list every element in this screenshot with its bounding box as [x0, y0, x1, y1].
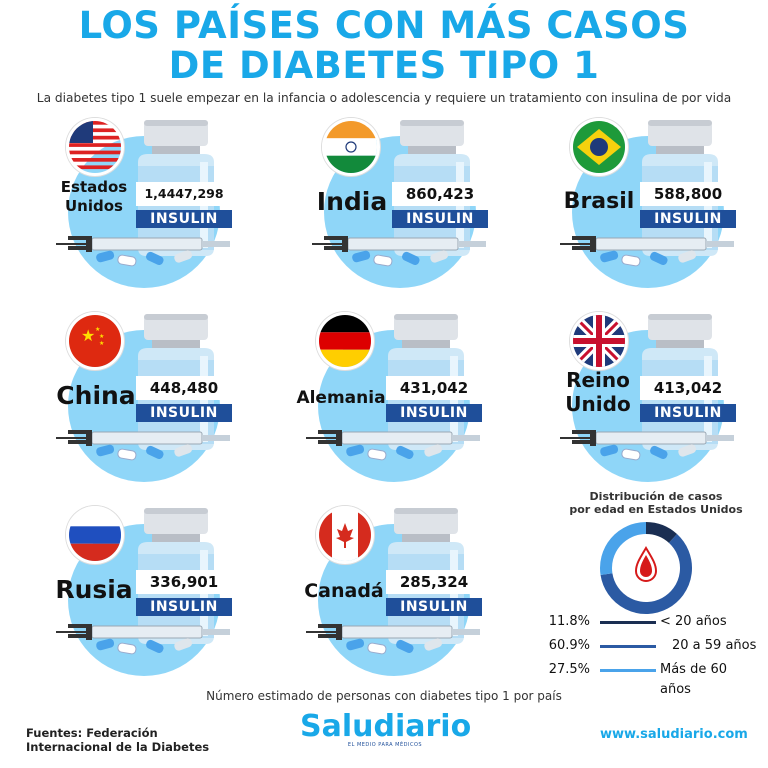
country-card-7: Canadá 285,324 INSULIN	[304, 504, 526, 676]
case-count: 285,324	[386, 570, 482, 594]
country-name-line-1: Brasil	[563, 189, 635, 214]
legend-swatch	[600, 645, 656, 648]
case-count: 336,901	[136, 570, 232, 594]
syringe-icon	[56, 624, 230, 655]
blood-drop-icon	[634, 546, 658, 582]
canada-flag-icon	[316, 506, 374, 564]
title-line-1: LOS PAÍSES CON MÁS CASOS	[78, 4, 690, 47]
country-name: Rusia	[54, 576, 134, 604]
uk-flag-icon	[570, 312, 628, 370]
insulin-label: INSULIN	[386, 404, 482, 422]
country-name-line-1: Alemania	[296, 388, 386, 408]
usa-flag-icon	[66, 118, 124, 176]
country-card-0: Estados Unidos 1,4447,298 INSULIN	[54, 116, 276, 288]
country-name-line-1: Reino	[566, 368, 630, 392]
donut-slice-0	[645, 522, 678, 544]
insulin-label: INSULIN	[640, 404, 736, 422]
legend-row-2: 27.5% Más de 60 años	[520, 660, 760, 697]
legend-label: Más de 60 años	[660, 662, 728, 697]
country-name: Estados Unidos	[54, 178, 134, 216]
insulin-label: INSULIN	[386, 598, 482, 616]
subtitle: La diabetes tipo 1 suele empezar en la i…	[36, 91, 732, 105]
syringe-icon	[560, 236, 734, 267]
russia-flag-icon	[66, 506, 124, 564]
legend-row-1: 60.9% 20 a 59 años	[520, 636, 760, 656]
sources-line-2: Internacional de la Diabetes	[26, 740, 210, 754]
case-count: 413,042	[640, 376, 736, 400]
germany-flag-icon	[316, 312, 374, 370]
syringe-icon	[312, 236, 486, 267]
donut-title: Distribución de casos por edad en Estado…	[566, 490, 746, 516]
country-name: Alemania	[296, 386, 386, 410]
insulin-label: INSULIN	[136, 210, 232, 228]
country-name-line-2: Unidos	[65, 197, 123, 215]
donut-title-line-2: por edad en Estados Unidos	[569, 503, 743, 516]
sources: Fuentes: Federación Internacional de la …	[26, 726, 209, 754]
svg-text:★: ★	[99, 333, 104, 340]
country-name-line-1: Estados	[60, 178, 128, 196]
insulin-label: INSULIN	[136, 598, 232, 616]
country-name: China	[56, 382, 136, 410]
legend-row-0: 11.8% < 20 años	[520, 612, 760, 632]
country-name-line-1: China	[56, 381, 136, 410]
country-card-3: ★ ★ ★ ★ China 448,480 INSULIN	[56, 310, 276, 482]
country-card-2: Brasil 588,800 INSULIN	[560, 116, 768, 288]
footer-note: Número estimado de personas con diabetes…	[206, 689, 562, 703]
legend-label: 20 a 59 años	[672, 638, 757, 653]
case-count: 1,4447,298	[136, 182, 232, 206]
insulin-bottle-icon	[388, 508, 464, 644]
legend-percent: 11.8%	[548, 614, 590, 629]
blood-drop-inner-icon	[640, 555, 652, 577]
insulin-label: INSULIN	[392, 210, 488, 228]
china-flag-icon: ★ ★ ★ ★	[66, 312, 124, 370]
country-name: India	[312, 188, 392, 216]
donut-slice-2	[600, 522, 647, 576]
brazil-flag-icon	[570, 118, 628, 176]
legend-percent: 60.9%	[548, 638, 590, 653]
title-line-2: DE DIABETES TIPO 1	[168, 44, 600, 87]
donut-slice-1	[600, 534, 692, 614]
country-card-1: India 860,423 INSULIN	[312, 116, 532, 288]
logo-tagline: EL MEDIO PARA MÉDICOS	[347, 742, 423, 748]
case-count: 431,042	[386, 376, 482, 400]
india-flag-icon	[322, 118, 380, 176]
country-name: Reino Unido	[560, 368, 636, 416]
svg-text:★: ★	[95, 326, 100, 333]
donut-title-line-1: Distribución de casos	[589, 490, 723, 503]
insulin-label: INSULIN	[136, 404, 232, 422]
syringe-icon	[306, 624, 480, 655]
country-name-line-2: Unido	[565, 392, 631, 416]
country-card-4: Alemania 431,042 INSULIN	[296, 310, 526, 482]
insulin-bottle-icon	[642, 314, 718, 450]
country-name: Canadá	[300, 578, 388, 604]
case-count: 860,423	[392, 182, 488, 206]
country-name: Brasil	[556, 188, 642, 216]
svg-text:★: ★	[81, 326, 95, 345]
saludiario-logo: Saludiario	[300, 709, 472, 744]
legend-swatch	[600, 621, 656, 624]
legend-swatch	[600, 669, 656, 672]
syringe-icon	[56, 236, 230, 267]
country-name-line-1: Canadá	[304, 580, 384, 602]
legend-percent: 27.5%	[548, 662, 590, 677]
insulin-label: INSULIN	[640, 210, 736, 228]
syringe-icon	[306, 430, 480, 461]
legend-label: < 20 años	[660, 614, 727, 629]
svg-text:★: ★	[99, 340, 104, 347]
case-count: 448,480	[136, 376, 232, 400]
website-link[interactable]: www.saludiario.com	[600, 727, 748, 742]
syringe-icon	[560, 430, 734, 461]
country-name-line-1: Rusia	[55, 575, 133, 604]
country-card-5: Reino Unido 413,042 INSULIN	[560, 310, 768, 482]
syringe-icon	[56, 430, 230, 461]
sources-line-1: Fuentes: Federación	[26, 726, 158, 740]
country-card-6: Rusia 336,901 INSULIN	[54, 504, 276, 676]
case-count: 588,800	[640, 182, 736, 206]
country-name-line-1: India	[316, 187, 388, 216]
age-distribution-donut	[600, 522, 692, 614]
